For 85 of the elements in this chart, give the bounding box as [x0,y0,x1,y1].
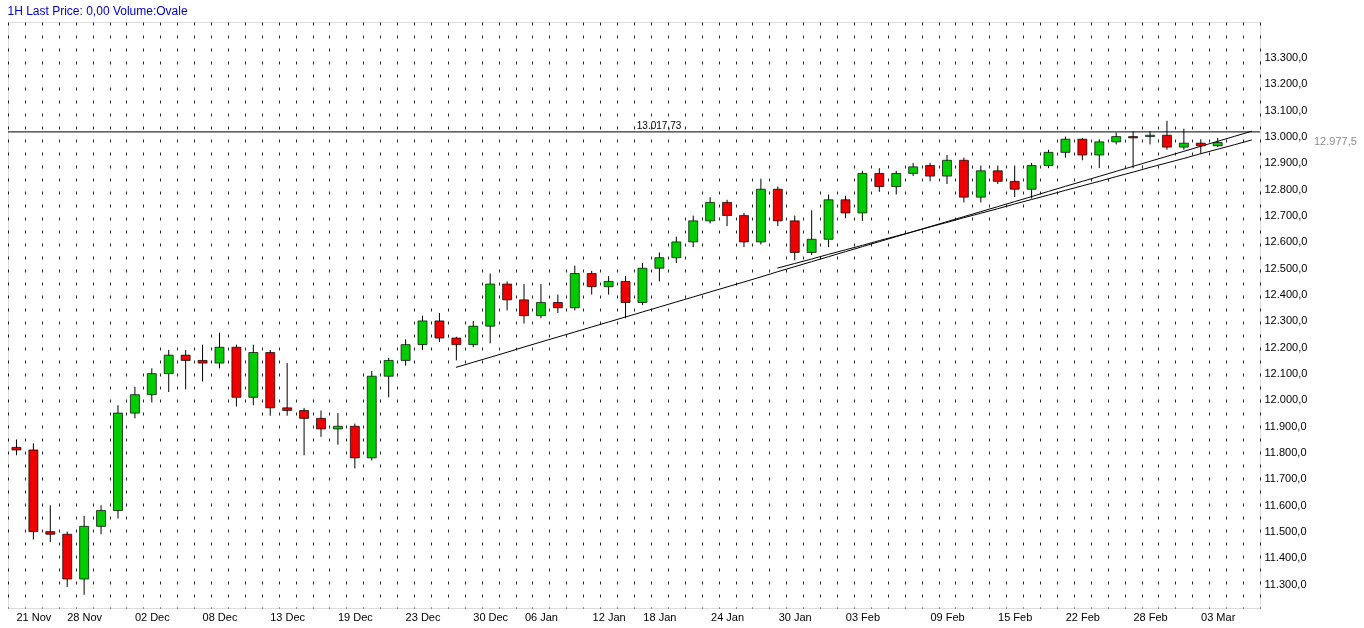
y-tick-label: 11.300,0 [1264,577,1307,590]
y-tick-label: 13.000,0 [1264,130,1308,143]
candlestick [1043,149,1054,169]
x-tick-label: 12 Jan [592,610,626,623]
candlestick [671,236,682,264]
x-tick-label: 15 Feb [998,610,1033,623]
ref-line-label: 13.017,73 [636,119,682,131]
candlestick [214,332,225,369]
candlestick [417,315,428,351]
y-tick-label: 12.200,0 [1264,340,1308,353]
candlestick [586,270,597,296]
x-tick-label: 24 Jan [711,610,745,623]
x-tick-label: 19 Dec [337,610,374,623]
x-tick-label: 18 Jan [643,610,677,623]
x-tick-label: 28 Nov [67,610,103,623]
x-tick-label: 09 Feb [930,610,965,623]
candlestick [806,209,817,256]
candlestick [891,170,902,196]
candlestick [603,275,614,296]
y-tick-label: 12.300,0 [1264,314,1308,327]
x-tick-label: 13 Dec [270,610,306,623]
y-tick-label: 12.500,0 [1264,261,1308,274]
y-tick-label: 12.600,0 [1264,235,1308,248]
x-tick-label: 30 Jan [778,610,812,623]
y-tick-label: 13.300,0 [1264,51,1308,64]
candlestick [705,196,715,224]
candlestick [536,283,546,319]
candlestick [553,294,563,314]
chart-title: 1H Last Price: 0,00 Volume:Ovale [7,4,188,18]
y-tick-label: 12.400,0 [1264,288,1308,301]
candlestick [654,251,665,282]
candlestick [925,162,935,182]
x-tick-label: 28 Feb [1133,610,1168,623]
y-tick-label: 11.800,0 [1264,446,1307,459]
candlestick [383,357,394,398]
candlestick [434,312,445,343]
candlestick [942,154,952,185]
x-tick-label: 08 Dec [202,610,238,623]
x-tick-label: 02 Dec [134,610,171,623]
candlestick [1077,137,1088,161]
text: 12.977,5 [1314,135,1357,148]
y-tick-label: 11.600,0 [1264,498,1307,511]
x-tick-label: 30 Dec [473,610,509,623]
y-tick-label: 12.800,0 [1264,182,1308,195]
y-tick-label: 12.900,0 [1264,156,1308,169]
candlestick [400,338,411,367]
candlestick [180,349,191,390]
candlestick [299,407,309,456]
candlestick [1060,136,1071,159]
y-tick-label: 12.700,0 [1264,209,1308,222]
candlestick [1094,138,1105,169]
candlestick [874,167,885,193]
x-tick-label: 03 Mar [1201,610,1236,623]
candlestick [1009,165,1020,198]
candlestick [146,367,157,404]
x-tick-label: 21 Nov [16,610,52,623]
y-tick-label: 11.400,0 [1264,551,1307,564]
candlestick [519,283,529,325]
candlestick [96,504,106,535]
y-tick-label: 13.200,0 [1264,77,1308,90]
candlestick [197,344,208,382]
candlestick [45,504,56,543]
candlestick [163,349,174,393]
candlestick [316,409,326,438]
y-tick-label: 11.900,0 [1264,419,1307,432]
candlestick [1026,162,1037,199]
x-tick-label: 23 Dec [405,610,441,623]
candlestick [468,320,479,348]
y-tick-label: 12.000,0 [1264,393,1308,406]
y-tick-label: 11.700,0 [1264,472,1307,485]
candlestick [688,215,699,248]
candlestick [722,199,732,227]
x-tick-label: 06 Jan [524,610,558,623]
candlestick [333,412,343,446]
y-tick-label: 13.100,0 [1264,103,1308,116]
candlestick [840,195,851,219]
y-tick-label: 11.500,0 [1264,525,1307,538]
candlestick [620,275,631,319]
x-tick-label: 03 Feb [845,610,881,623]
x-tick-label: 22 Feb [1065,610,1100,623]
candlestick [502,280,512,311]
candlestick [130,386,140,419]
candlestick [992,165,1003,185]
candlestick [282,362,293,417]
y-tick-label: 12.100,0 [1264,367,1308,380]
